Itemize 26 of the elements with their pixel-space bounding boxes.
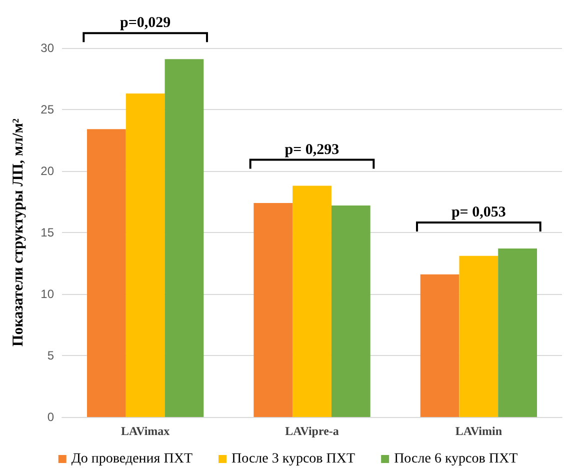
bar xyxy=(164,59,204,417)
y-tick-label: 30 xyxy=(40,41,54,55)
legend-label: До проведения ПХТ xyxy=(71,452,193,466)
legend-label: После 3 курсов ПХТ xyxy=(231,452,356,466)
bar xyxy=(459,256,498,417)
text: p=0,029 xyxy=(120,15,171,32)
bar xyxy=(87,129,126,417)
bar xyxy=(126,94,165,417)
y-tick-label: 15 xyxy=(40,226,54,240)
x-tick-label: LAVipre-a xyxy=(285,424,339,438)
bar xyxy=(331,205,370,417)
bar xyxy=(420,274,460,417)
y-tick-label: 0 xyxy=(47,410,54,424)
x-tick-label: LAVimax xyxy=(120,424,170,438)
y-tick-label: 20 xyxy=(40,164,54,178)
bar xyxy=(498,248,537,417)
y-axis-title: Показатели структуры ЛП, мл/м² xyxy=(10,118,26,346)
legend-label: После 6 курсов ПХТ xyxy=(394,452,518,466)
bar xyxy=(292,186,332,417)
y-tick-label: 5 xyxy=(47,348,54,362)
annotation: p= 0,293 xyxy=(284,142,340,158)
y-tick-label: 25 xyxy=(40,102,54,116)
y-tick-label: 10 xyxy=(40,287,54,301)
x-tick-label: LAVimin xyxy=(455,424,502,438)
annotation: p= 0,053 xyxy=(451,204,506,220)
bar xyxy=(254,202,293,417)
